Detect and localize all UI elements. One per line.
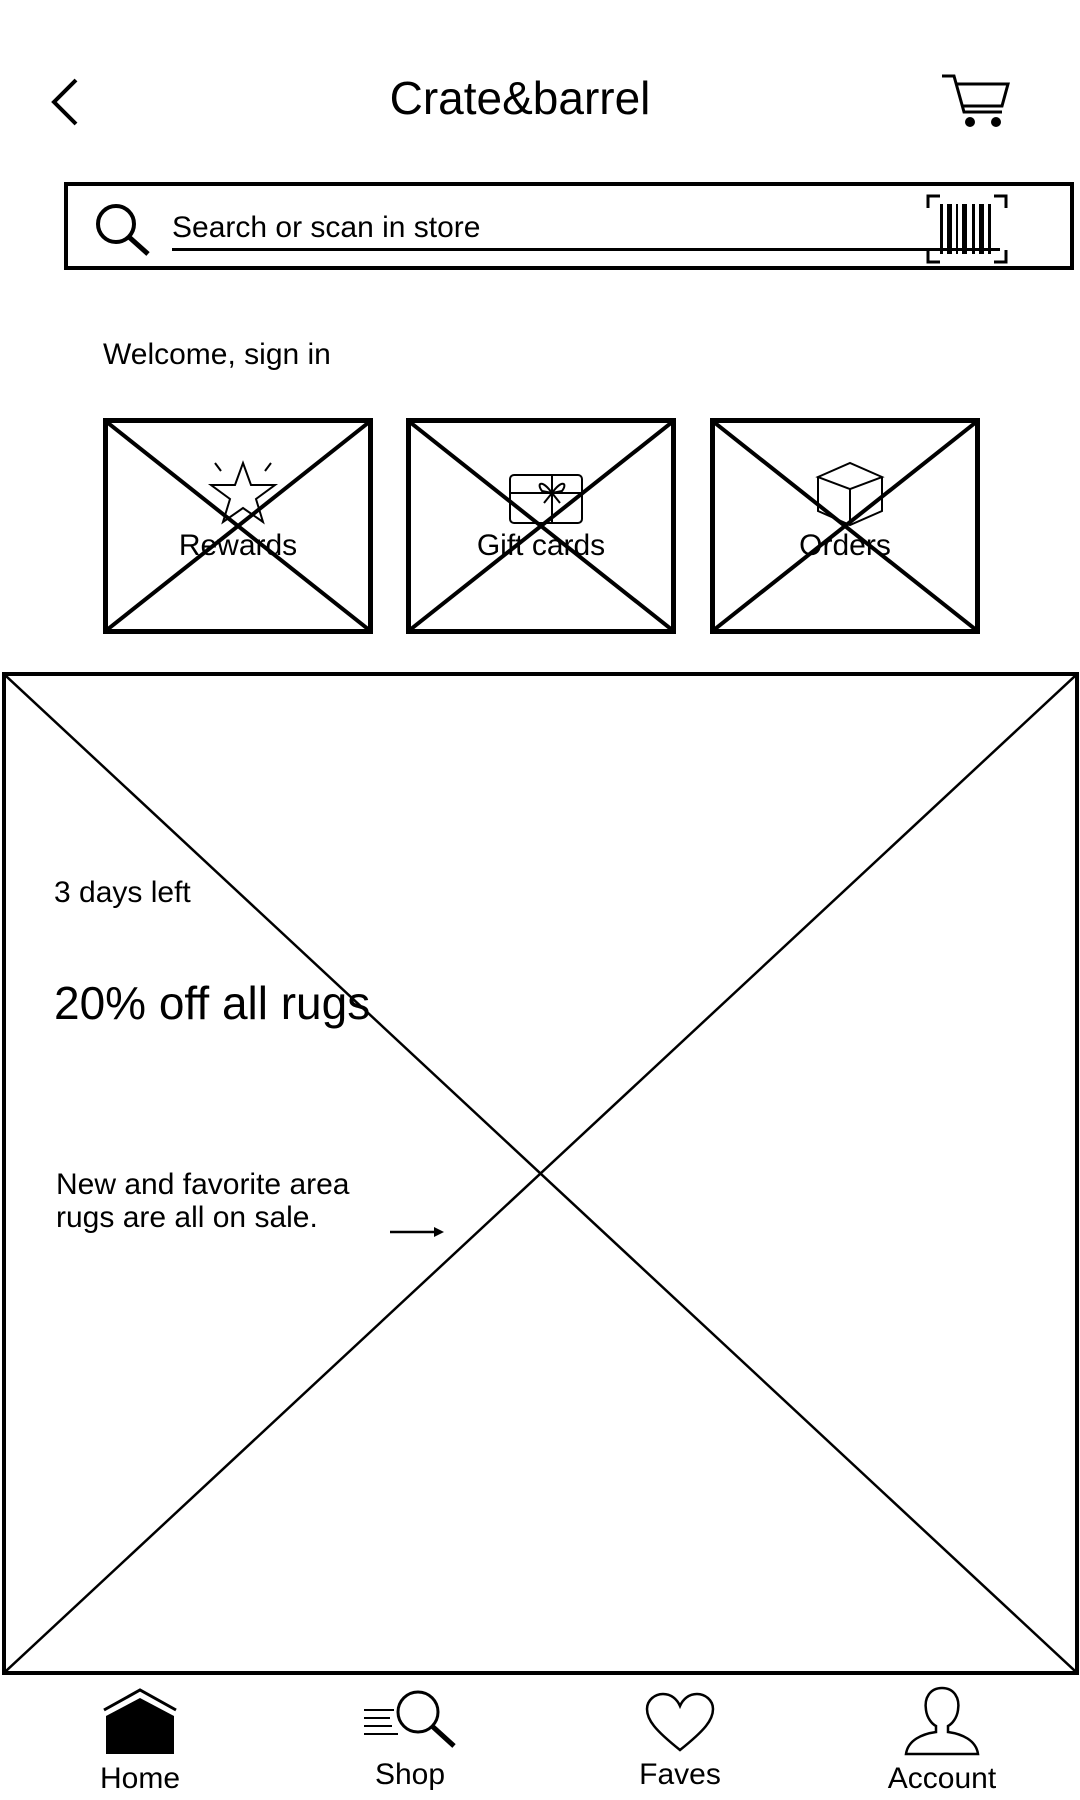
gift-cards-tile[interactable]: Gift cards [406,418,676,634]
arrow-right-icon[interactable] [386,1222,446,1242]
image-placeholder [108,423,368,629]
image-placeholder [715,423,975,629]
image-placeholder [411,423,671,629]
orders-label: Orders [799,529,891,562]
welcome-sign-in-link[interactable]: Welcome, sign in [103,338,331,371]
box-icon [815,461,885,527]
nav-home-label: Home [99,1762,181,1795]
nav-account[interactable]: Account [862,1680,1022,1800]
nav-shop[interactable]: Shop [330,1680,490,1800]
promo-headline: 20% off all rugs [54,977,371,1029]
chevron-left-icon [51,78,78,126]
shop-search-icon [364,1690,456,1748]
nav-account-label: Account [887,1762,997,1795]
image-placeholder [6,676,1075,1671]
gift-cards-label: Gift cards [476,529,606,562]
cart-button[interactable] [940,70,1012,130]
orders-tile[interactable]: Orders [710,418,980,634]
user-icon [904,1686,980,1756]
days-left-text: 3 days left [54,876,191,909]
home-icon [103,1688,177,1754]
nav-faves-label: Faves [639,1758,721,1791]
back-button[interactable] [40,70,90,130]
nav-faves[interactable]: Faves [600,1680,760,1800]
cart-icon [942,74,1010,127]
star-icon [207,460,279,525]
search-bar [64,182,1074,270]
page-title: Crate&barrel [389,72,651,124]
gift-card-icon [509,474,583,524]
search-icon[interactable] [92,200,152,260]
nav-home[interactable]: Home [60,1680,220,1800]
promo-description: New and favorite area rugs are all on sa… [56,1168,350,1234]
promo-banner[interactable]: 3 days left 20% off all rugs New and fav… [2,672,1079,1675]
rewards-tile[interactable]: Rewards [103,418,373,634]
heart-icon [645,1692,715,1752]
nav-shop-label: Shop [374,1758,446,1791]
barcode-scan-icon[interactable] [926,194,1008,264]
rewards-label: Rewards [178,529,298,562]
search-input[interactable] [172,208,1000,251]
